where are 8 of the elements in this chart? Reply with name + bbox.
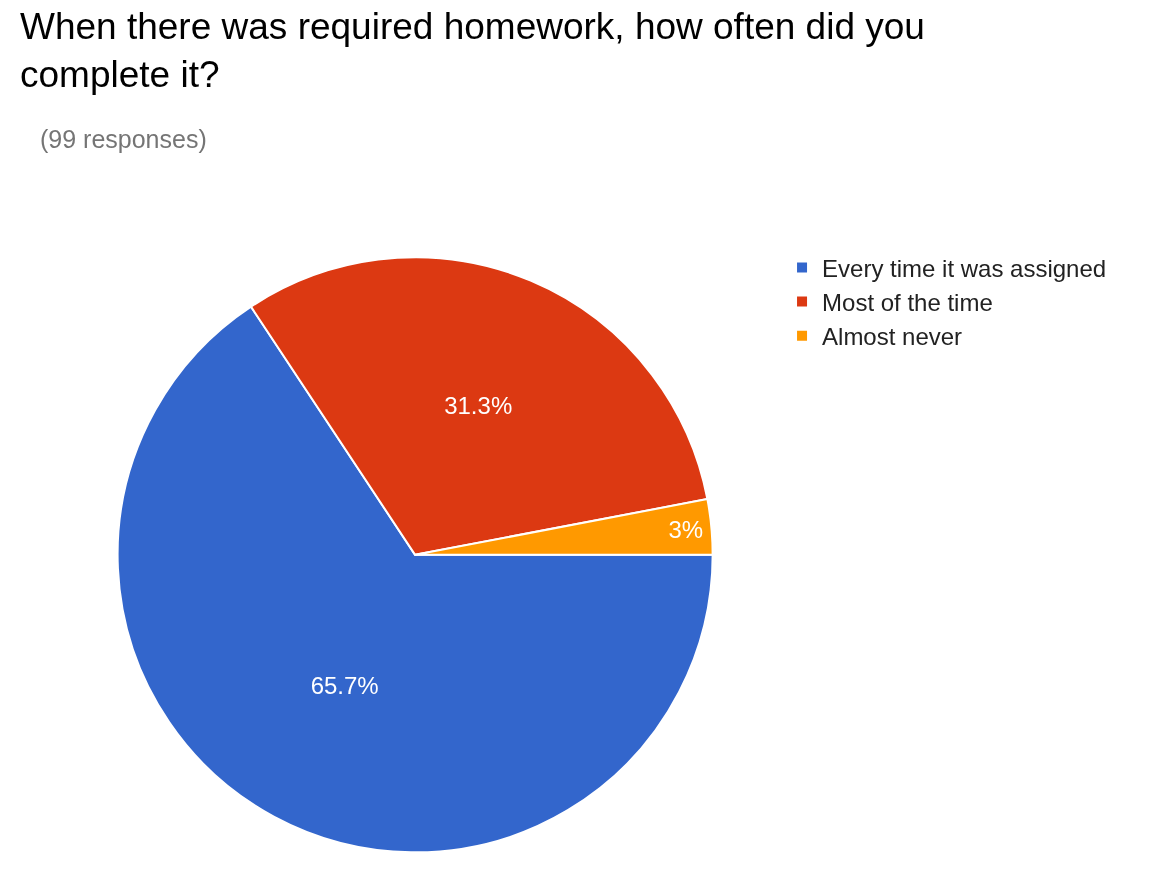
data-label: 3% <box>668 515 704 543</box>
data-label: 65.7% <box>310 672 379 700</box>
chart-subtitle: (99 responses) <box>40 125 207 153</box>
legend-label: Every time it was assigned <box>822 254 1107 282</box>
legend-label: Most of the time <box>822 288 993 316</box>
data-label: 31.3% <box>444 391 513 419</box>
chart-title: When there was required homework, how often did you complete it? <box>20 6 925 96</box>
legend-label: Almost never <box>822 323 963 351</box>
